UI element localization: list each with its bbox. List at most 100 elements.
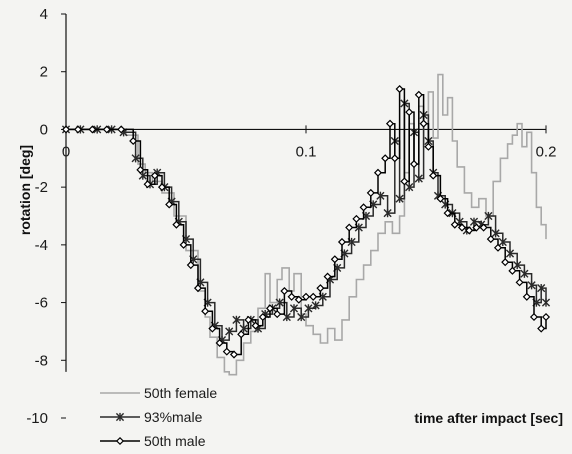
data-point: [337, 237, 347, 247]
data-point: [273, 310, 282, 319]
data-point: [143, 180, 152, 189]
tick-labels: 4 2 0 -2 -4 -6 -8 -10 0 0.1 0.2: [26, 6, 556, 427]
data-point: [484, 211, 493, 221]
data-point: [117, 125, 126, 134]
data-point: [465, 226, 474, 235]
data-point: [244, 315, 253, 324]
x-tick-label: 0.2: [536, 143, 557, 160]
y-tick-label: -10: [26, 410, 48, 427]
data-point: [522, 292, 531, 301]
data-point: [472, 223, 481, 232]
data-point: [304, 304, 313, 313]
data-point: [383, 209, 392, 218]
data-point: [486, 235, 495, 244]
data-point: [301, 292, 311, 301]
data-point: [131, 154, 140, 163]
data-point: [294, 295, 303, 304]
data-point: [129, 136, 138, 146]
data-point: [366, 188, 375, 197]
data-point: [289, 304, 299, 313]
data-point: [88, 125, 97, 134]
data-point: [201, 307, 210, 316]
data-point: [443, 209, 452, 218]
legend-marker: [115, 412, 125, 422]
legend-label: 93%male: [144, 409, 203, 425]
x-tick-label: 0.1: [296, 143, 317, 160]
data-point: [316, 284, 325, 293]
data-point: [513, 260, 522, 270]
y-tick-label: -6: [35, 295, 48, 312]
data-point: [395, 84, 404, 94]
data-point: [225, 327, 234, 336]
x-axis-title: time after impact [sec]: [414, 410, 563, 426]
data-point: [405, 183, 414, 192]
legend: 50th female 93%male 50th male: [100, 385, 217, 449]
data-point: [208, 324, 217, 333]
data-point: [429, 171, 438, 180]
data-point: [419, 119, 428, 128]
data-point: [450, 220, 459, 229]
data-point: [323, 272, 332, 281]
data-point: [385, 119, 395, 128]
y-tick-label: -8: [35, 352, 48, 369]
data-point: [345, 223, 354, 232]
y-tick-label: 2: [40, 64, 48, 81]
series-93-male: [61, 99, 551, 345]
x-tick-label: 0: [62, 143, 70, 160]
y-tick-label: 0: [40, 121, 48, 138]
data-point: [237, 330, 246, 339]
data-point: [505, 249, 515, 258]
series-50th-male: [61, 84, 551, 359]
data-point: [330, 255, 339, 264]
series-50th-female: [66, 73, 547, 376]
legend-marker: [115, 436, 125, 446]
axes: [61, 13, 547, 419]
legend-entry: 50th male: [100, 433, 206, 449]
data-point: [541, 298, 551, 307]
data-point: [537, 284, 546, 293]
data-point: [395, 194, 404, 203]
data-point: [265, 304, 275, 313]
data-point: [409, 160, 419, 169]
series-line: [66, 73, 547, 376]
data-point: [457, 223, 467, 232]
data-point: [297, 312, 306, 322]
data-point: [381, 154, 390, 163]
data-point: [172, 220, 181, 229]
data-point: [493, 243, 503, 252]
data-point: [400, 177, 409, 186]
data-point: [498, 237, 507, 247]
data-point: [414, 90, 423, 99]
legend-label: 50th male: [144, 433, 206, 449]
data-point: [515, 278, 524, 287]
data-point: [508, 266, 517, 275]
data-point: [414, 174, 423, 183]
data-point: [352, 214, 361, 223]
data-point: [193, 284, 203, 293]
y-tick-label: 4: [40, 6, 48, 23]
data-point: [520, 269, 529, 278]
data-point: [251, 321, 260, 330]
data-point: [275, 298, 284, 307]
data-point: [529, 312, 539, 322]
data-point: [501, 258, 510, 267]
data-point: [436, 194, 445, 203]
data-point: [541, 312, 551, 322]
data-point: [73, 125, 83, 134]
data-point: [390, 154, 399, 163]
data-point: [222, 347, 231, 356]
y-tick-label: -2: [35, 179, 48, 196]
data-point: [186, 261, 195, 270]
data-point: [359, 203, 368, 212]
series-lines: [61, 73, 551, 376]
legend-entry: 93%male: [100, 409, 203, 425]
data-point: [215, 338, 224, 348]
data-point: [479, 223, 488, 232]
y-axis-title: rotation [deg]: [17, 145, 33, 235]
y-tick-label: -4: [35, 237, 48, 254]
data-point: [157, 183, 167, 192]
data-point: [102, 125, 111, 134]
data-point: [527, 281, 536, 290]
data-point: [232, 315, 241, 324]
